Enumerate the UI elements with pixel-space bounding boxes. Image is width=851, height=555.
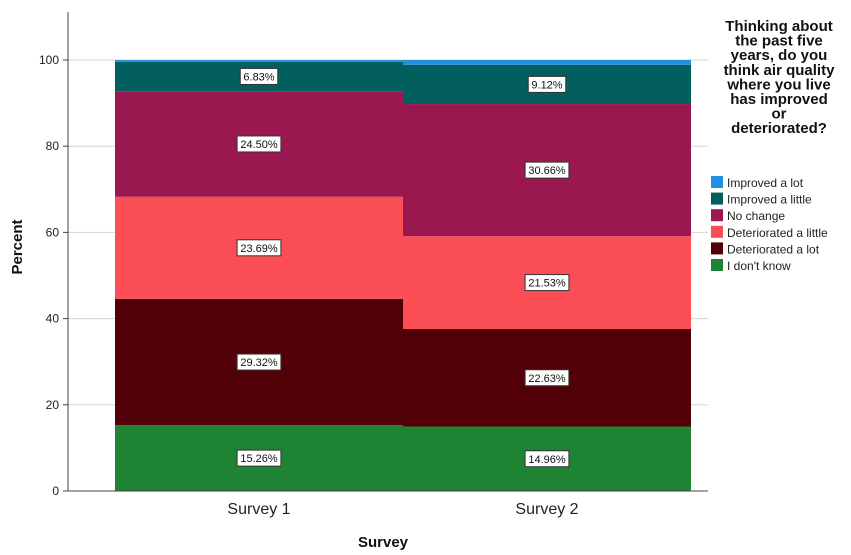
data-label-box [524,161,570,179]
legend-title-line: deteriorated? [731,120,827,137]
legend-label-deteriorated-a-lot: Deteriorated a lot [727,242,820,256]
data-label: 22.63% [528,373,566,385]
data-label-box [236,239,282,257]
legend-swatch-improved-a-lot [711,176,723,188]
legend-swatch-deteriorated-a-lot [711,242,723,255]
legend-title-line: has improved [730,91,828,108]
legend-title-line: or [772,106,787,123]
data-label-box [524,369,570,387]
data-label: 6.83% [243,71,274,83]
data-labels: 15.26% 29.32% 23.69% 24.50% 6.83% 14.96% 22.63… [236,67,570,468]
x-axis-title: Survey [358,534,409,551]
legend-swatch-improved-a-little [711,192,723,205]
data-label: 15.26% [240,453,278,465]
data-label: 23.69% [240,243,278,255]
y-tick-label: 60 [46,225,60,239]
legend-label-improved-a-lot: Improved a lot [727,176,804,190]
legend-label-no-change: No change [727,209,785,223]
y-tick-label: 40 [46,312,60,326]
data-label: 14.96% [528,454,566,466]
data-label: 30.66% [528,165,566,177]
data-label: 21.53% [528,278,566,290]
data-label: 9.12% [531,79,562,91]
bar-segment-improved-a-lot-survey-2 [403,60,691,65]
legend-title-line: years, do you [731,47,828,64]
y-tick-labels: 0 20 40 60 80 100 [39,53,68,498]
bars [115,60,691,491]
legend-title-line: the past five [735,33,823,50]
y-tick-label: 20 [46,398,60,412]
legend-label-i-don-t-know: I don't know [727,259,791,273]
x-tick-label-survey-2: Survey 2 [515,501,578,518]
y-tick-label: 80 [46,139,60,153]
legend-label-improved-a-little: Improved a little [727,193,812,207]
data-label-box [236,353,282,371]
x-tick-label-survey-1: Survey 1 [227,501,290,518]
legend-title-line: where you live [726,76,830,93]
data-label-box [239,67,279,85]
legend-items: Improved a lot Improved a little No change… [711,176,828,273]
bar-segment-improved-a-lot-survey-1 [115,60,403,62]
axes [67,12,708,492]
y-tick-label: 0 [52,484,59,498]
data-label-box [236,449,282,467]
y-tick-label: 100 [39,53,59,67]
data-label-box [524,274,570,292]
y-axis-title: Percent [9,219,26,274]
data-label-box [527,75,567,93]
legend-title-line: Thinking about [725,18,832,35]
data-label: 29.32% [240,357,278,369]
legend-title-line: think air quality [724,62,836,79]
legend-swatch-no-change [711,209,723,222]
data-label-box [524,450,570,468]
legend-swatch-deteriorated-a-little [711,225,723,238]
legend-label-deteriorated-a-little: Deteriorated a little [727,226,828,240]
x-tick-labels: Survey 1 Survey 2 [227,501,578,518]
data-label-box [236,135,282,153]
legend-swatch-i-don-t-know [711,259,723,271]
data-label: 24.50% [240,139,278,151]
